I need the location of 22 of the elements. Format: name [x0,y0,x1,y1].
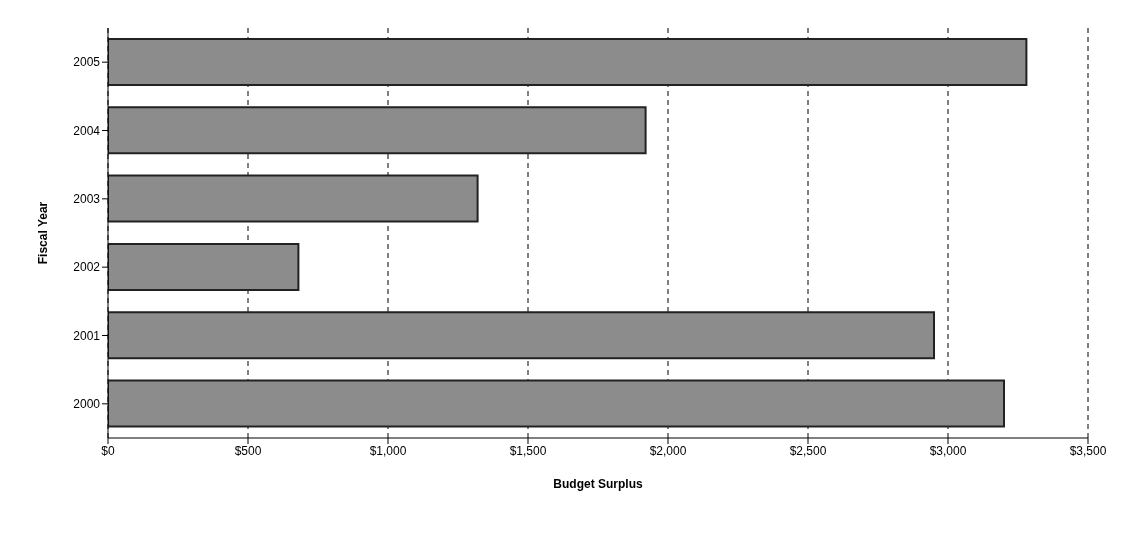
x-axis-title: Budget Surplus [553,477,643,491]
y-tick-label: 2005 [73,55,101,70]
bar [108,379,1005,428]
y-axis-title: Fiscal Year [36,201,51,265]
y-tick-label: 2004 [73,123,101,138]
x-tick-label: $3,000 [929,443,967,458]
x-tick-label: $1,000 [369,443,407,458]
x-tick-label: $2,000 [649,443,687,458]
x-tick-label: $500 [234,443,262,458]
y-tick-label: 2001 [73,328,101,343]
x-tick-label: $3,500 [1069,443,1107,458]
y-tick-label: 2003 [73,192,101,207]
y-tick-label: 2002 [73,260,101,275]
bar [108,311,935,360]
bar [108,242,300,291]
bar [108,174,479,223]
x-tick-label: $1,500 [509,443,547,458]
bar [108,37,1028,86]
x-tick-label: $0 [101,443,115,458]
bar [108,106,647,155]
x-tick-label: $2,500 [789,443,827,458]
y-tick-label: 2000 [73,397,101,412]
